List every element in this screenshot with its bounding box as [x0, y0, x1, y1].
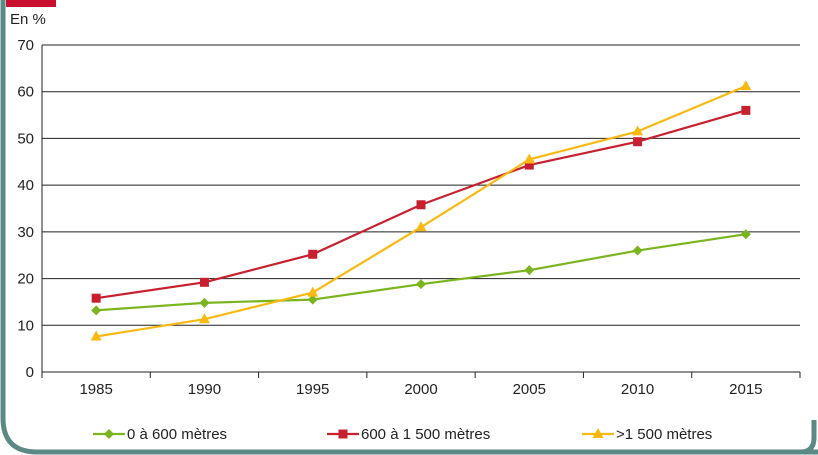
- data-point-s1-2000: [416, 200, 426, 210]
- y-tick-label-20: 20: [17, 271, 34, 288]
- data-point-s1-1985: [91, 293, 101, 303]
- data-point-s1-2010: [633, 137, 643, 147]
- y-tick-label-30: 30: [17, 224, 34, 241]
- data-point-s1-1995: [308, 249, 318, 259]
- legend-label-2: >1 500 mètres: [616, 426, 712, 443]
- x-tick-label-2000: 2000: [404, 381, 437, 398]
- series-1: [91, 105, 751, 303]
- x-tick-label-2015: 2015: [729, 381, 762, 398]
- data-point-s2-1985: [90, 330, 102, 341]
- legend: 0 à 600 mètres 600 à 1 500 mètres >1 500 m…: [93, 426, 712, 443]
- data-point-s0-1985: [91, 305, 102, 316]
- data-point-s0-2005: [524, 265, 535, 276]
- legend-swatch-marker-1: [338, 429, 348, 439]
- axes: 0 10 20 30 40 50 60 70 1985 1990 1995 2000 2005 2010 2…: [17, 37, 801, 398]
- series-0: [91, 229, 751, 316]
- x-tick-label-2005: 2005: [513, 381, 546, 398]
- data-point-s2-2000: [415, 221, 427, 232]
- legend-swatch-marker-0: [104, 429, 114, 439]
- x-tick-label-2010: 2010: [621, 381, 654, 398]
- series-2: [90, 80, 752, 341]
- data-point-s2-2005: [523, 153, 535, 164]
- data-point-s2-1995: [307, 286, 319, 297]
- data-point-s2-1990: [198, 313, 210, 324]
- y-tick-label-50: 50: [17, 130, 34, 147]
- y-tick-label-0: 0: [26, 364, 34, 381]
- data-point-s0-2015: [740, 229, 751, 240]
- legend-label-0: 0 à 600 mètres: [127, 426, 227, 443]
- legend-item-0: 0 à 600 mètres: [93, 426, 227, 443]
- y-axis-unit-label: En %: [10, 11, 46, 28]
- legend-label-1: 600 à 1 500 mètres: [361, 426, 490, 443]
- legend-swatch-marker-2: [592, 428, 604, 438]
- data-point-s1-1990: [199, 277, 209, 287]
- data-point-s2-2010: [632, 125, 644, 136]
- figure-tab: [6, 0, 56, 7]
- x-tick-label-1985: 1985: [79, 381, 112, 398]
- x-tick-label-1995: 1995: [296, 381, 329, 398]
- y-tick-label-10: 10: [17, 317, 34, 334]
- data-point-s1-2015: [741, 105, 751, 115]
- series-line-0: [96, 233, 747, 312]
- x-tick-label-1990: 1990: [188, 381, 221, 398]
- y-tick-label-60: 60: [17, 84, 34, 101]
- series-line-2: [95, 85, 747, 338]
- frame-corner-right: [799, 420, 817, 455]
- data-point-s1-2005: [524, 160, 534, 170]
- data-point-s2-2015: [740, 80, 752, 91]
- data-point-s0-2000: [416, 279, 426, 290]
- data-point-s0-1995: [307, 294, 318, 305]
- legend-item-1: 600 à 1 500 mètres: [327, 426, 490, 443]
- data-point-s0-2010: [632, 245, 643, 256]
- y-tick-label-70: 70: [17, 37, 34, 54]
- y-tick-label-40: 40: [17, 177, 34, 194]
- data-point-s0-1990: [199, 297, 210, 308]
- series: [90, 80, 752, 341]
- legend-item-2: >1 500 mètres: [582, 426, 712, 443]
